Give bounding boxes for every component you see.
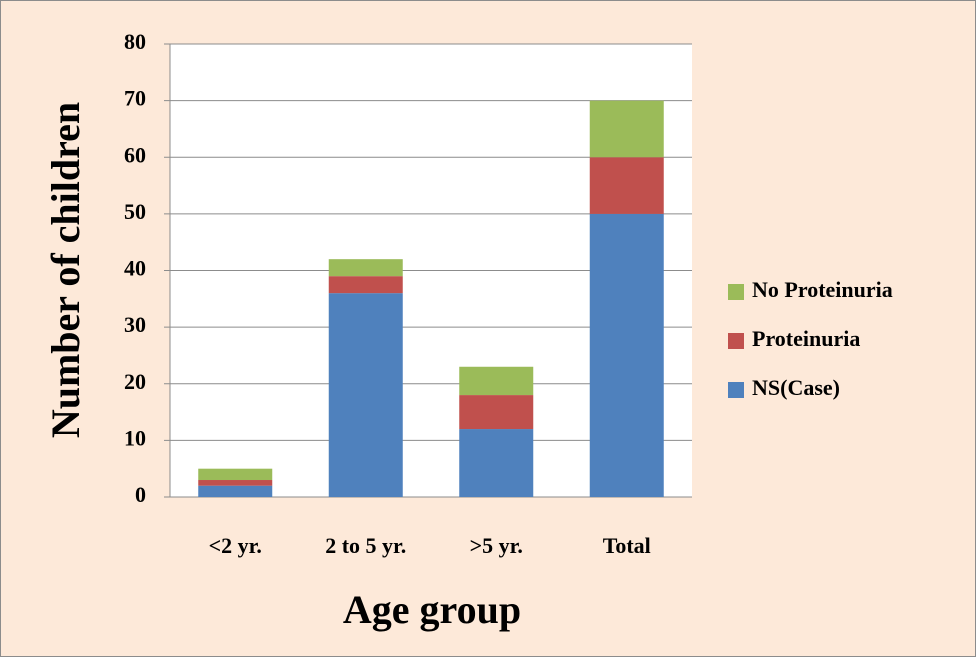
y-axis-title: Number of children xyxy=(43,102,88,438)
bar-segment xyxy=(459,366,534,396)
bar-segment xyxy=(459,395,534,430)
y-tick-label: 70 xyxy=(124,86,146,111)
bar-segment xyxy=(328,293,403,497)
y-tick-label: 50 xyxy=(124,199,146,224)
y-tick-label: 60 xyxy=(124,142,146,167)
bar-segment xyxy=(328,259,403,277)
y-tick-label: 10 xyxy=(124,425,146,450)
bar-segment xyxy=(589,100,664,158)
x-axis-title: Age group xyxy=(343,587,521,632)
x-tick-label: Total xyxy=(603,533,651,558)
bar-segment xyxy=(589,213,664,497)
legend-swatch xyxy=(728,333,744,349)
legend-label: No Proteinuria xyxy=(752,277,893,302)
bar-segment xyxy=(589,157,664,214)
y-tick-label: 30 xyxy=(124,312,146,337)
y-tick-label: 80 xyxy=(124,29,146,54)
bar-segment xyxy=(459,429,534,497)
y-tick-label: 20 xyxy=(124,369,146,394)
y-tick-label: 40 xyxy=(124,256,146,281)
legend-swatch xyxy=(728,382,744,398)
x-tick-label: >5 yr. xyxy=(470,533,523,558)
x-tick-label: 2 to 5 yr. xyxy=(325,533,406,558)
bar-segment xyxy=(198,468,273,481)
bar-segment xyxy=(198,485,273,497)
legend-label: NS(Case) xyxy=(752,375,840,400)
bar-segment xyxy=(198,480,273,486)
x-tick-label: <2 yr. xyxy=(209,533,262,558)
bar-segment xyxy=(328,276,403,294)
legend-swatch xyxy=(728,284,744,300)
legend-label: Proteinuria xyxy=(752,326,860,351)
y-tick-label: 0 xyxy=(135,482,146,507)
